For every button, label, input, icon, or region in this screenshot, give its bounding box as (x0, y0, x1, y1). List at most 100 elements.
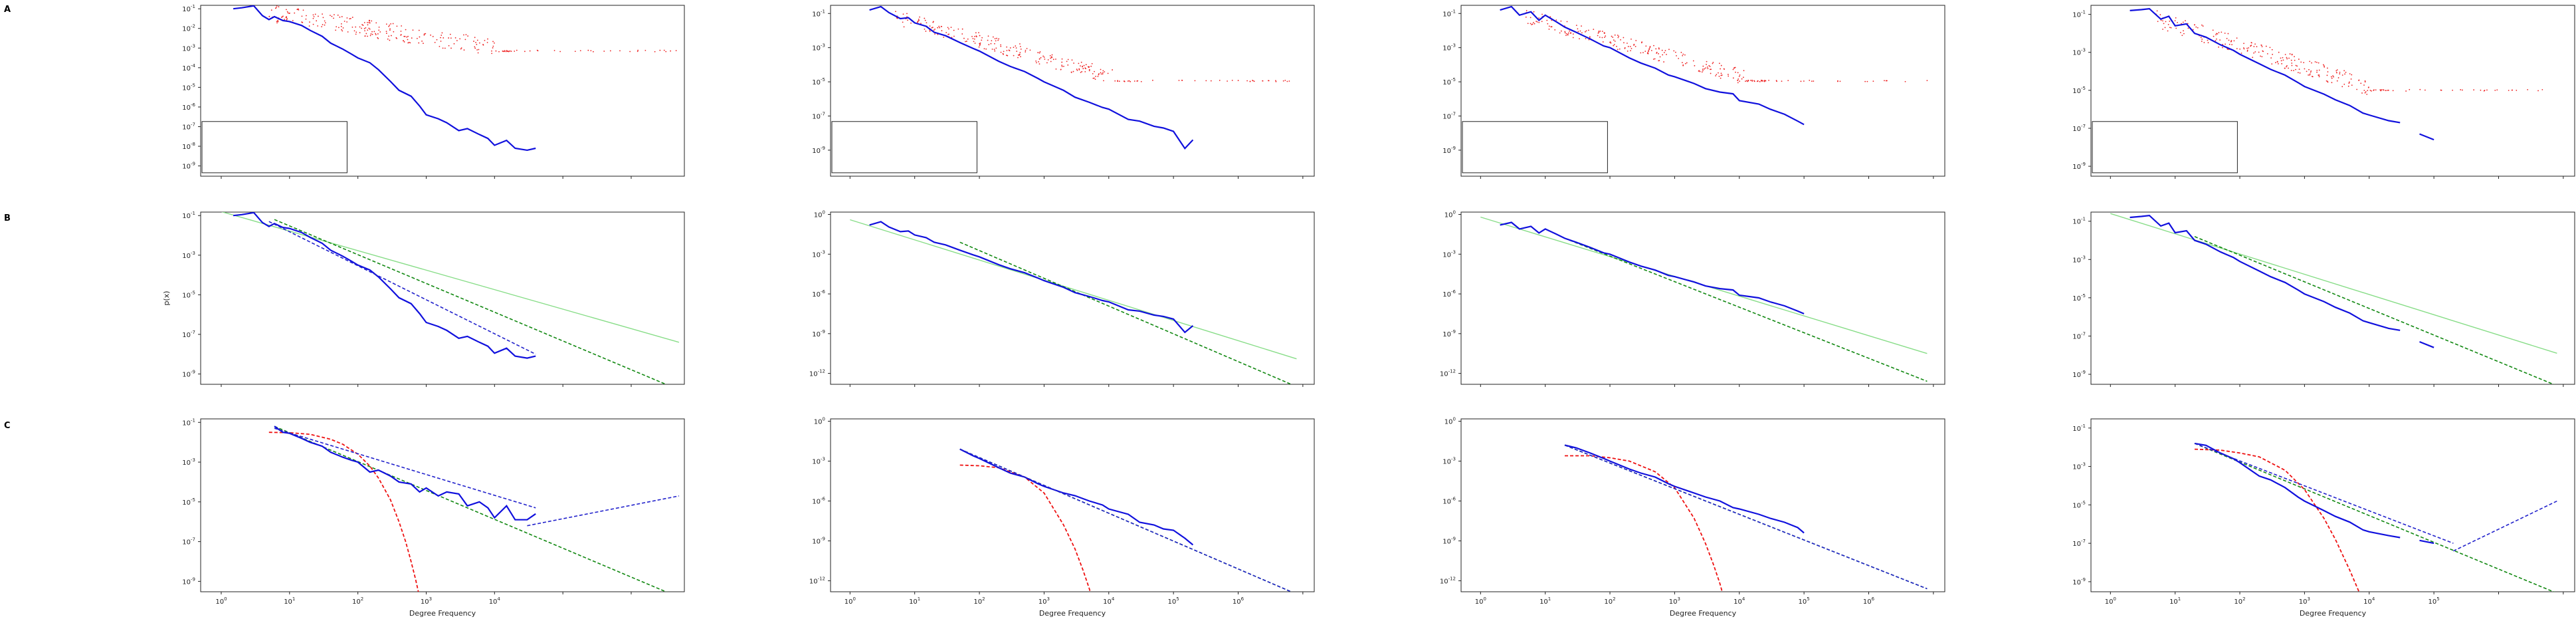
scatter-point (972, 38, 974, 39)
scatter-point (2224, 33, 2226, 34)
scatter-point (408, 41, 410, 43)
legend-box (2092, 121, 2238, 174)
scatter-point (2167, 30, 2169, 32)
scatter-point (2272, 53, 2274, 55)
scatter-point (1734, 66, 1735, 68)
scatter-point (1118, 80, 1120, 82)
scatter-point (491, 53, 493, 55)
x-tick-label: 105 (1168, 596, 1179, 606)
scatter-point (1094, 78, 1096, 80)
scatter-point (1095, 76, 1096, 77)
scatter-point (1763, 80, 1765, 81)
scatter-point (2215, 40, 2217, 42)
scatter-point (1026, 48, 1028, 49)
scatter-point (2213, 35, 2215, 37)
scatter-point (379, 31, 381, 33)
scatter-point (2508, 90, 2510, 91)
scatter-point (308, 25, 310, 27)
scatter-point (453, 43, 455, 45)
scatter-point (2197, 27, 2199, 29)
scatter-point (286, 18, 288, 20)
scatter-point (1063, 65, 1064, 67)
scatter-point (2236, 37, 2238, 39)
scatter-point (1706, 66, 1708, 68)
scatter-point (1765, 80, 1767, 82)
scatter-point (1619, 48, 1621, 50)
scatter-point (1720, 74, 1722, 76)
scatter-point (2284, 67, 2286, 69)
scatter-point (1701, 71, 1703, 73)
scatter-point (1720, 64, 1722, 66)
scatter-point (1102, 70, 1104, 72)
scatter-point (331, 15, 333, 17)
scatter-point (353, 30, 355, 32)
scatter-point (1551, 26, 1553, 28)
scatter-point (338, 27, 340, 29)
scatter-point (1039, 51, 1041, 53)
scatter-point (991, 40, 993, 42)
scatter-point (1078, 69, 1080, 70)
scatter-point (553, 50, 555, 51)
scatter-point (282, 15, 284, 17)
scatter-point (2212, 29, 2214, 31)
exponential-fit-line (1565, 455, 1723, 592)
scatter-point (347, 31, 349, 33)
scatter-point (1020, 56, 1021, 58)
scatter-point (1724, 68, 1726, 70)
scatter-point (324, 22, 326, 24)
scatter-point (2284, 54, 2286, 55)
scatter-point (2162, 20, 2163, 22)
scatter-point (450, 47, 452, 49)
y-tick-label: 10-6 (812, 497, 825, 506)
y-tick-label: 100 (1444, 210, 1456, 219)
scatter-point (450, 37, 452, 39)
scatter-point (2228, 39, 2230, 41)
scatter-point (926, 22, 928, 24)
scatter-point (951, 37, 953, 39)
scatter-point (2367, 90, 2369, 92)
scatter-point (1084, 70, 1086, 72)
scatter-point (441, 32, 443, 34)
exponential-fit-line (959, 464, 1091, 592)
scatter-point (492, 41, 494, 43)
scatter-point (268, 16, 270, 17)
scatter-point (906, 13, 908, 15)
scatter-point (1076, 68, 1078, 70)
scatter-point (1757, 80, 1759, 82)
scatter-point (2309, 73, 2311, 75)
scatter-point (1604, 32, 1605, 34)
scatter-point (1720, 68, 1722, 70)
scatter-point (2169, 27, 2171, 29)
scatter-point (925, 31, 927, 32)
scatter-point (2170, 27, 2172, 29)
y-tick-label: 10-9 (2072, 162, 2086, 171)
panel-b1: 10-1 10-3 10-5 10-7 10-9 p(x) (162, 211, 685, 387)
scatter-point (1705, 67, 1706, 69)
scatter-point (1702, 70, 1704, 72)
scatter-point (967, 38, 969, 40)
powerlaw-fit-line (2110, 213, 2557, 354)
scatter-point (1747, 80, 1749, 82)
scatter-point (1631, 38, 1632, 40)
scatter-point (2202, 25, 2204, 27)
scatter-point (476, 49, 478, 51)
row-label-b: B (4, 213, 11, 223)
scatter-point (278, 6, 280, 8)
scatter-point (2291, 62, 2293, 64)
scatter-point (574, 51, 576, 53)
scatter-point (2286, 58, 2288, 60)
x-tick-label: 101 (284, 596, 295, 606)
scatter-point (1013, 55, 1015, 57)
scatter-point (407, 42, 409, 44)
scatter-point (1102, 72, 1104, 74)
scatter-point (1727, 74, 1729, 75)
scatter-point (1526, 10, 1528, 11)
y-tick-label: 10-1 (182, 4, 195, 13)
scatter-point (979, 45, 981, 47)
scatter-point (2300, 61, 2302, 63)
scatter-point (1584, 31, 1586, 33)
empirical-line (869, 5, 1194, 150)
scatter-point (448, 45, 450, 47)
scatter-point (367, 29, 369, 31)
scatter-point (1741, 78, 1743, 80)
